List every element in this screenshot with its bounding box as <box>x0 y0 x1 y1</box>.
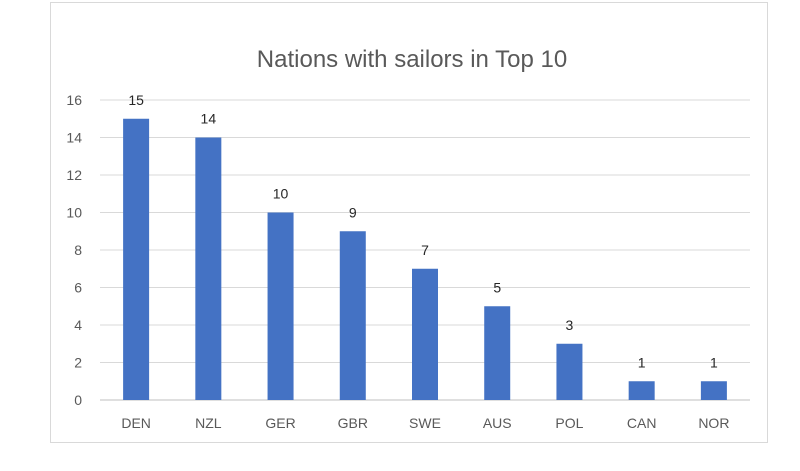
x-tick-label-aus: AUS <box>483 415 512 431</box>
y-tick-label-4: 4 <box>74 317 82 333</box>
data-label-nor: 1 <box>710 354 718 370</box>
data-label-den: 15 <box>128 92 144 108</box>
x-tick-label-nzl: NZL <box>195 415 222 431</box>
chart-title: Nations with sailors in Top 10 <box>257 46 567 73</box>
bar-aus <box>484 306 511 400</box>
x-tick-label-den: DEN <box>121 415 151 431</box>
x-tick-label-pol: POL <box>555 415 583 431</box>
y-tick-label-12: 12 <box>66 167 82 183</box>
chart-frame <box>50 2 768 443</box>
x-tick-label-gbr: GBR <box>338 415 368 431</box>
y-tick-label-14: 14 <box>66 130 82 146</box>
data-labels: 15 14 10 9 7 5 3 1 1 <box>128 92 718 371</box>
y-tick-label-2: 2 <box>74 355 82 371</box>
y-tick-label-16: 16 <box>66 92 82 108</box>
bar-can <box>628 381 655 400</box>
x-tick-label-swe: SWE <box>409 415 441 431</box>
y-tick-label-0: 0 <box>74 392 82 408</box>
bar-nor <box>700 381 727 400</box>
x-tick-label-nor: NOR <box>698 415 729 431</box>
data-label-swe: 7 <box>421 242 429 258</box>
data-label-aus: 5 <box>493 279 501 295</box>
y-tick-label-10: 10 <box>66 205 82 221</box>
x-tick-label-can: CAN <box>627 415 657 431</box>
bars <box>123 118 727 400</box>
data-label-gbr: 9 <box>349 204 357 220</box>
y-tick-label-6: 6 <box>74 280 82 296</box>
data-label-ger: 10 <box>273 186 289 202</box>
x-tick-label-ger: GER <box>265 415 295 431</box>
bar-gbr <box>339 231 366 400</box>
bar-den <box>123 118 150 400</box>
bar-ger <box>267 212 294 400</box>
bar-pol <box>556 343 583 400</box>
data-label-pol: 3 <box>566 317 574 333</box>
y-tick-label-8: 8 <box>74 242 82 258</box>
bar-nzl <box>195 137 222 400</box>
x-axis-ticks: DEN NZL GER GBR SWE AUS POL CAN NOR <box>121 415 729 431</box>
data-label-can: 1 <box>638 354 646 370</box>
bar-swe <box>412 268 438 400</box>
y-axis-ticks: 0 2 4 6 8 10 12 14 16 <box>66 92 82 408</box>
data-label-nzl: 14 <box>201 111 217 127</box>
